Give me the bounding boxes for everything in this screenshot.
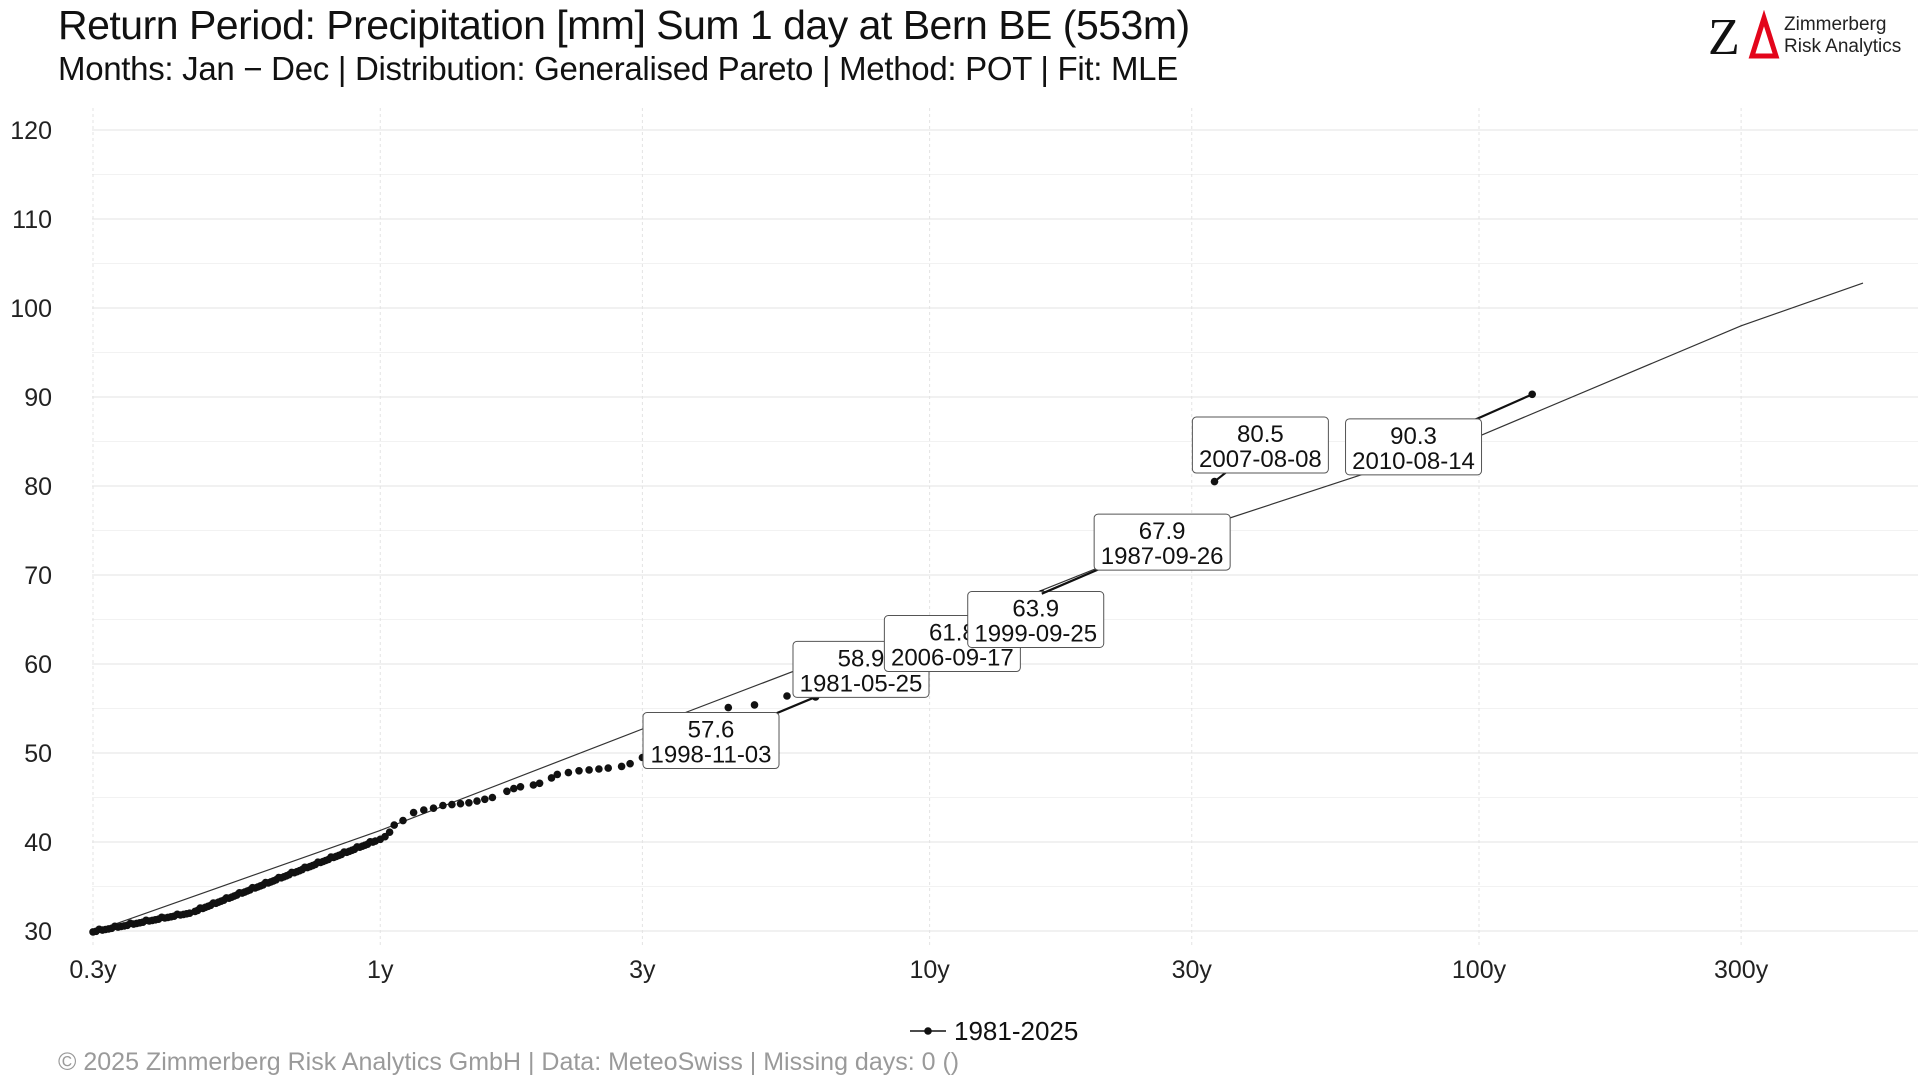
data-point xyxy=(585,766,593,774)
y-tick-label: 60 xyxy=(24,651,52,679)
data-point xyxy=(564,768,573,777)
grid-lines xyxy=(92,108,1918,945)
data-point xyxy=(724,703,733,712)
data-point xyxy=(503,787,511,796)
data-point xyxy=(429,804,438,812)
data-point xyxy=(448,800,456,809)
x-tick-label: 30y xyxy=(1172,956,1213,984)
data-point xyxy=(750,701,759,709)
x-axis: 0.3y 1y 3y 10y 30y 100y 300y xyxy=(69,956,1768,984)
data-point xyxy=(409,808,418,817)
annotation-date: 1999-09-25 xyxy=(974,621,1097,648)
data-point xyxy=(516,783,525,791)
y-tick-label: 50 xyxy=(24,740,52,768)
annotation-value: 90.3 xyxy=(1390,423,1437,450)
x-tick-label: 10y xyxy=(909,956,950,984)
return-period-plot: 30 40 50 60 70 80 90 100 110 120 0.3y 1y 3y 10y 30y 10… xyxy=(10,108,1918,984)
company-logo: Z Zimmerberg Risk Analytics xyxy=(1706,10,1906,62)
x-tick-label: 300y xyxy=(1714,956,1769,984)
data-point xyxy=(553,770,562,779)
data-point xyxy=(626,759,634,768)
annotation-date: 1981-05-25 xyxy=(800,670,923,697)
data-point xyxy=(481,795,489,804)
annotation-value: 67.9 xyxy=(1139,518,1186,545)
y-tick-label: 40 xyxy=(24,829,52,857)
data-point xyxy=(510,784,518,793)
data-point xyxy=(390,821,399,829)
annotation-box xyxy=(1191,416,1329,474)
y-tick-label: 80 xyxy=(24,473,52,501)
y-tick-label: 90 xyxy=(24,384,52,412)
annotation-box xyxy=(967,591,1105,648)
annotation-box xyxy=(642,712,780,770)
data-point xyxy=(439,801,447,810)
logo-text: Zimmerberg Risk Analytics xyxy=(1784,14,1901,58)
annotations-layer: 57.61998-11-0358.91981-05-2561.82006-09-… xyxy=(642,393,1533,770)
annotation-date: 2006-09-17 xyxy=(891,645,1014,672)
annotation-date: 2007-08-08 xyxy=(1199,446,1322,473)
logo-mark-letter: Z xyxy=(1708,10,1740,62)
annotation-date: 2010-08-14 xyxy=(1352,448,1475,475)
data-point xyxy=(535,779,544,788)
data-point xyxy=(783,692,791,700)
y-axis: 30 40 50 60 70 80 90 100 110 120 xyxy=(10,117,52,946)
data-point xyxy=(529,781,538,789)
annotation-value: 63.9 xyxy=(1012,596,1059,623)
data-points-layer xyxy=(89,390,1536,936)
data-point xyxy=(547,774,556,782)
annotation-date: 1987-09-26 xyxy=(1101,543,1224,570)
annotation-value: 80.5 xyxy=(1237,421,1284,448)
y-tick-label: 100 xyxy=(10,295,52,323)
logo-line2: Risk Analytics xyxy=(1784,36,1902,57)
data-point xyxy=(385,828,394,836)
chart-subtitle: Months: Jan − Dec | Distribution: Genera… xyxy=(58,50,1178,87)
legend-key-icon xyxy=(910,1027,946,1035)
x-tick-label: 0.3y xyxy=(69,956,117,984)
legend-label: 1981-2025 xyxy=(954,1015,1079,1046)
data-point xyxy=(456,799,465,808)
annotation-box xyxy=(1345,418,1483,476)
data-point xyxy=(617,762,626,771)
x-tick-label: 100y xyxy=(1452,956,1507,984)
data-point xyxy=(488,793,497,802)
footer-credits: © 2025 Zimmerberg Risk Analytics GmbH | … xyxy=(58,1048,960,1076)
data-point xyxy=(595,765,603,773)
data-point xyxy=(575,767,583,775)
data-point xyxy=(465,799,473,807)
data-point xyxy=(604,764,612,772)
x-tick-label: 3y xyxy=(629,956,656,984)
logo-delta-icon xyxy=(1748,10,1780,59)
y-tick-label: 120 xyxy=(10,117,52,145)
y-tick-label: 30 xyxy=(24,918,52,946)
data-point xyxy=(473,797,481,805)
data-point xyxy=(420,806,428,814)
data-point xyxy=(399,816,407,825)
x-tick-label: 1y xyxy=(367,956,394,984)
chart-title: Return Period: Precipitation [mm] Sum 1 … xyxy=(58,2,1190,48)
legend: 1981-2025 xyxy=(910,1016,1078,1046)
annotation-date: 1998-11-03 xyxy=(651,742,772,769)
annotation-value: 58.9 xyxy=(838,645,885,672)
annotation-box xyxy=(1093,513,1231,571)
logo-mark-icon: Z xyxy=(1708,10,1780,62)
y-tick-label: 70 xyxy=(24,562,52,590)
logo-line1: Zimmerberg xyxy=(1784,14,1887,35)
y-tick-label: 110 xyxy=(12,206,52,234)
annotation-value: 57.6 xyxy=(688,717,735,744)
